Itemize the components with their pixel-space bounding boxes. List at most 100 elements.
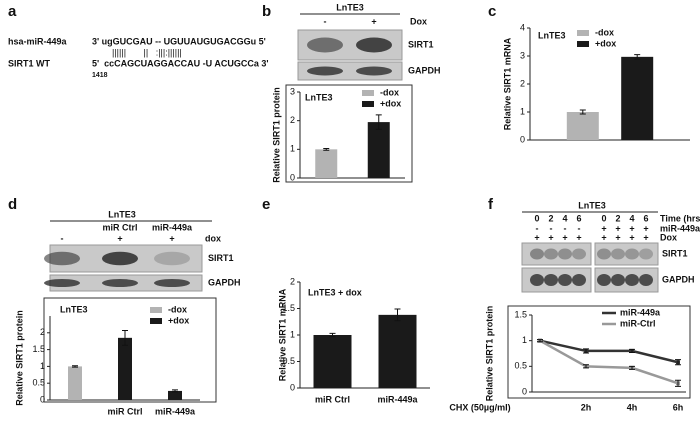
error-bar (583, 348, 589, 354)
band-label: GAPDH (662, 274, 695, 284)
y-tick-label: 3 (290, 86, 295, 96)
y-tick-label: 1 (522, 335, 527, 345)
error-bar (579, 109, 586, 115)
legend-swatch (577, 41, 589, 47)
bar (621, 56, 654, 141)
legend-label: -dox (168, 304, 187, 314)
lane-label: 2 (548, 213, 553, 223)
y-axis-label: Relative SIRT1 mRNA (502, 37, 512, 130)
lane-label: 4 (629, 213, 634, 223)
series-line (539, 339, 679, 385)
x-tick-label: miR Ctrl (107, 406, 142, 416)
y-tick-label: 0 (40, 394, 45, 404)
blot-band (597, 248, 611, 260)
y-axis-label: Relative SIRT1 protein (271, 87, 281, 183)
lane-label: + (562, 232, 567, 242)
y-tick-label: 1.5 (282, 303, 295, 313)
lane-label: miR Ctrl (102, 222, 137, 232)
panel-label: b (262, 3, 271, 20)
legend-swatch (577, 30, 589, 36)
lane-label: + (643, 223, 648, 233)
bar (367, 122, 390, 178)
lane-label: + (629, 232, 634, 242)
row-label: Time (hrs) (660, 213, 700, 223)
x-tick-label: 2h (581, 402, 592, 412)
lane-label: 6 (576, 213, 581, 223)
band-label: SIRT1 (408, 39, 434, 49)
lane-label: + (548, 232, 553, 242)
lane-label: - (550, 223, 553, 233)
legend-swatch (362, 101, 374, 107)
blot-title: LnTE3 (108, 209, 136, 219)
lane-label: 0 (534, 213, 539, 223)
target-name: SIRT1 WT (8, 58, 51, 68)
annotation: LnTE3 (538, 30, 566, 40)
blot-band (544, 274, 558, 286)
blot-strip (521, 242, 592, 266)
band-label: GAPDH (408, 65, 441, 75)
x-tick-label: 6h (673, 402, 684, 412)
y-tick-label: 4 (520, 22, 525, 32)
blot-band (544, 248, 558, 260)
blot-band (44, 251, 80, 266)
error-bar (675, 379, 681, 387)
lane-label: + (576, 232, 581, 242)
blot-band (307, 66, 343, 76)
y-tick-label: 1 (520, 106, 525, 116)
error-bar (634, 54, 641, 60)
lane-label: 4 (562, 213, 567, 223)
legend-label: +dox (380, 98, 401, 108)
blot-band (44, 279, 80, 287)
annotation: LnTE3 (60, 304, 88, 314)
lane-label: + (643, 232, 648, 242)
annotation: LnTE3 + dox (308, 287, 362, 297)
error-bar (629, 365, 635, 370)
blot-band (572, 274, 586, 286)
legend-swatch (150, 318, 162, 324)
error-bar (172, 389, 178, 393)
blot-strip (297, 61, 403, 81)
lane-label: - (324, 16, 327, 26)
y-tick-label: 1 (290, 144, 295, 154)
pairing: |||||| || :|||:|||||| (112, 47, 182, 57)
x-tick-label: miR Ctrl (315, 394, 350, 404)
bar (566, 112, 599, 140)
lane-label: + (169, 233, 174, 243)
panel-label: f (488, 196, 494, 213)
band-label: SIRT1 (208, 253, 234, 263)
lane-label: - (536, 223, 539, 233)
lane-label: 0 (601, 213, 606, 223)
lane-label: + (371, 16, 376, 26)
legend-label: +dox (168, 315, 189, 325)
blot-band (530, 248, 544, 260)
error-bar (122, 329, 128, 346)
blot-band (639, 248, 653, 260)
y-tick-label: 2 (520, 78, 525, 88)
error-bar (329, 332, 336, 338)
plot-frame (43, 297, 217, 403)
panel-label: a (8, 3, 17, 20)
target-position: 1418 (92, 72, 108, 79)
series-line (539, 339, 679, 364)
lane-label: 6 (643, 213, 648, 223)
lane-label: + (615, 232, 620, 242)
blot-band (597, 274, 611, 286)
blot-band (572, 248, 586, 260)
blot-band (625, 248, 639, 260)
legend-label: +dox (595, 38, 616, 48)
bar (68, 366, 82, 400)
panel-label: d (8, 196, 17, 213)
legend-label: miR-449a (620, 307, 661, 317)
blot-band (558, 248, 572, 260)
bar (313, 335, 352, 388)
panel-label: e (262, 196, 270, 213)
lane-label: - (564, 223, 567, 233)
legend-swatch (150, 307, 162, 313)
error-bar (394, 308, 401, 322)
error-bar (375, 114, 382, 130)
blot-band (611, 274, 625, 286)
y-tick-label: 3 (520, 50, 525, 60)
y-tick-label: 0.5 (32, 378, 45, 388)
blot-band (639, 274, 653, 286)
